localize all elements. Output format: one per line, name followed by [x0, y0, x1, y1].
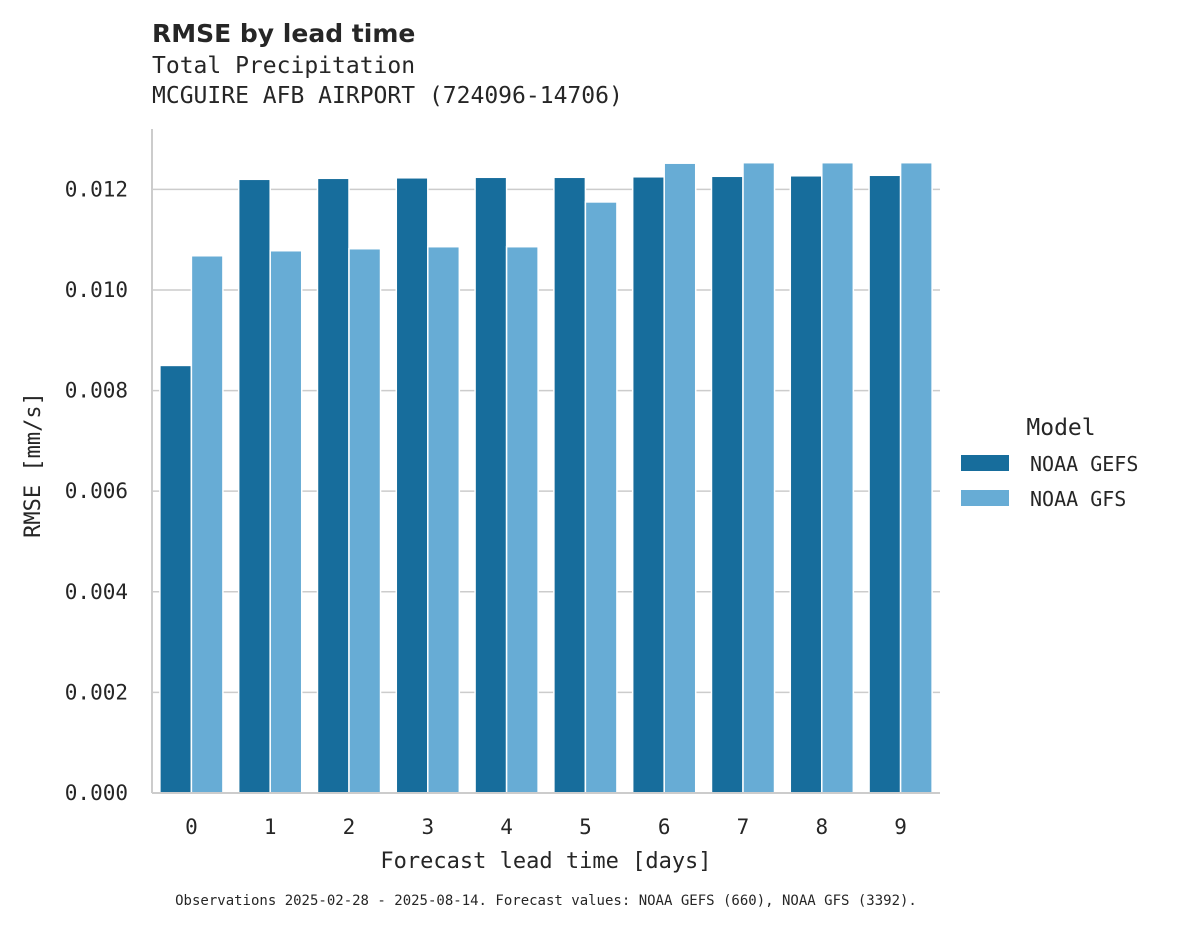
legend-title: Model — [1026, 415, 1095, 441]
y-tick-label: 0.010 — [65, 278, 128, 302]
bar-noaa-gfs-7 — [742, 161, 776, 794]
chart-subtitle-station: MCGUIRE AFB AIRPORT (724096-14706) — [152, 83, 623, 109]
bar-noaa-gefs-8 — [789, 175, 823, 794]
bar-noaa-gefs-6 — [631, 176, 665, 794]
x-axis-label: Forecast lead time [days] — [380, 849, 711, 874]
bar-noaa-gfs-6 — [663, 162, 697, 794]
bar-noaa-gefs-9 — [868, 174, 902, 794]
bar-noaa-gfs-2 — [348, 247, 382, 794]
bar-noaa-gfs-0 — [190, 255, 224, 794]
legend-swatch-noaa-gfs — [961, 490, 1009, 506]
y-tick-label: 0.012 — [65, 177, 128, 201]
y-tick-label: 0.000 — [65, 781, 128, 805]
legend: Model NOAA GEFS NOAA GFS — [961, 415, 1138, 511]
y-tick-label: 0.004 — [65, 580, 128, 604]
x-tick-label: 5 — [579, 815, 592, 839]
legend-swatch-noaa-gefs — [961, 455, 1009, 471]
chart-subtitle-variable: Total Precipitation — [152, 53, 415, 79]
bar-noaa-gfs-5 — [584, 201, 618, 794]
y-tick-label: 0.002 — [65, 680, 128, 704]
bar-noaa-gefs-4 — [474, 176, 508, 794]
x-tick-label: 8 — [815, 815, 828, 839]
bar-noaa-gfs-9 — [899, 161, 933, 794]
y-tick-label: 0.006 — [65, 479, 128, 503]
bar-noaa-gefs-2 — [316, 177, 350, 794]
chart-title: RMSE by lead time — [152, 19, 415, 48]
chart-caption: Observations 2025-02-28 - 2025-08-14. Fo… — [175, 893, 917, 909]
bar-noaa-gefs-0 — [159, 364, 193, 794]
x-tick-label: 4 — [500, 815, 513, 839]
bar-noaa-gefs-7 — [710, 175, 744, 794]
bar-noaa-gefs-3 — [395, 177, 429, 794]
y-tick-labels: 0.000 0.002 0.004 0.006 0.008 0.010 0.012 — [65, 177, 128, 805]
bar-noaa-gefs-5 — [553, 176, 587, 794]
x-tick-label: 1 — [264, 815, 277, 839]
x-tick-label: 0 — [185, 815, 198, 839]
bar-noaa-gfs-3 — [427, 245, 461, 794]
bar-noaa-gfs-4 — [505, 245, 539, 794]
x-tick-label: 9 — [894, 815, 907, 839]
x-tick-label: 6 — [658, 815, 671, 839]
bar-noaa-gfs-8 — [821, 161, 855, 794]
x-tick-label: 7 — [737, 815, 750, 839]
bars — [159, 161, 933, 794]
bar-noaa-gefs-1 — [237, 178, 271, 794]
y-tick-label: 0.008 — [65, 379, 128, 403]
legend-label-noaa-gefs: NOAA GEFS — [1030, 452, 1138, 476]
x-tick-label: 3 — [421, 815, 434, 839]
x-tick-labels: 0 1 2 3 4 5 6 7 8 9 — [185, 815, 907, 839]
bar-noaa-gfs-1 — [269, 249, 303, 794]
legend-label-noaa-gfs: NOAA GFS — [1030, 487, 1126, 511]
x-tick-label: 2 — [343, 815, 356, 839]
y-axis-label: RMSE [mm/s] — [21, 392, 46, 538]
